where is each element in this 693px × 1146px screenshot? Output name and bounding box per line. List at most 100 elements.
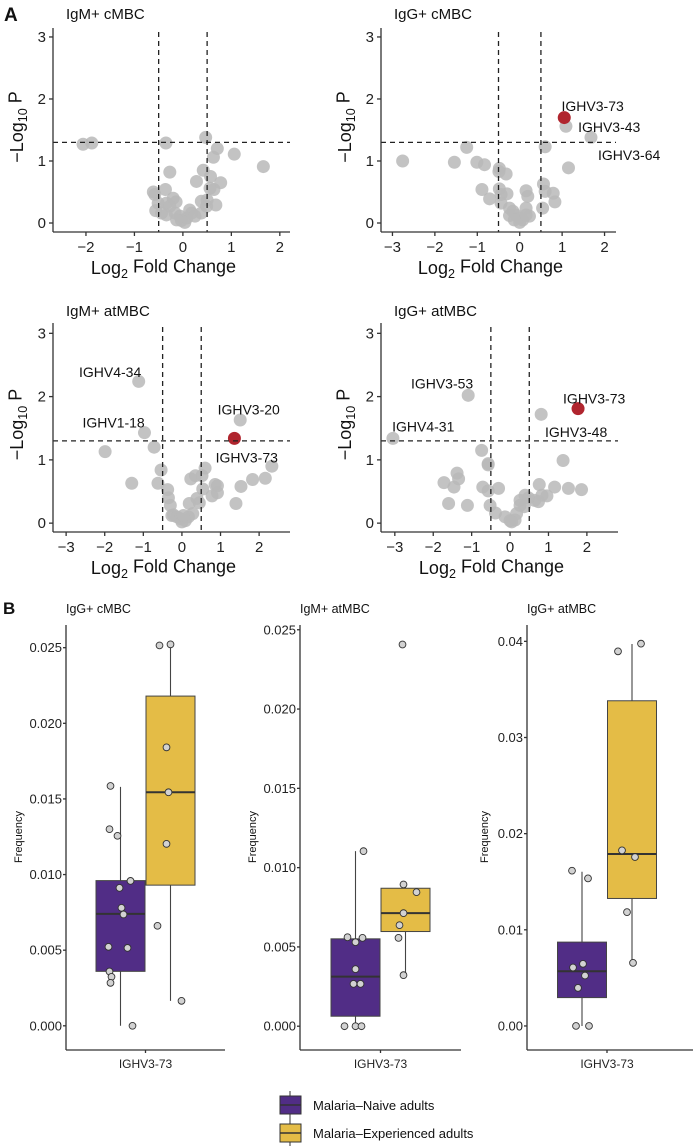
data-point [358,934,367,942]
box-plot: IgG+ atMBC 0.00 0.01 0.02 0.03 0.04 IGHV3-73 Fr… [479,602,693,1071]
y-axis-label: Frequency [479,811,491,863]
volcano-plot: IgG+ cMBC IGHV3-73 IGHV3-43 IGHV3-64 −3 −2 −1 0… [333,6,660,281]
x-tick-label: 2 [255,539,263,556]
volcano-plot: IgG+ atMBC IGHV3-53 IGHV4-31 IGHV3-73 IGHV3-… [333,303,625,581]
y-tick-label: 3 [366,325,374,342]
y-tick-label: 3 [366,29,374,46]
data-point [556,454,570,468]
data-point [176,509,190,523]
data-point [395,921,404,930]
gene-label: IGHV1-18 [82,415,144,431]
data-point [153,921,162,930]
x-tick-label: 1 [544,539,552,556]
gene-label: IGHV3-73 [563,390,625,406]
data-point [492,481,506,495]
y-axis-label-main: −Log [335,420,355,461]
data-point [227,147,241,161]
data-point [166,640,175,649]
y-axis-label-subscript: 10 [344,406,358,420]
x-tick-label: 0 [506,539,514,556]
data-point [398,640,407,649]
data-point [442,497,456,511]
data-point [162,840,171,848]
box-experienced [607,639,657,967]
x-axis-label-main: Log [418,258,448,278]
y-axis-label-main: −Log [335,122,355,163]
data-point [233,413,247,427]
data-point [117,903,126,912]
y-tick-label: 0.01 [498,922,523,937]
box-iqr [95,880,146,972]
x-tick-label: −3 [384,239,401,256]
data-point [519,208,533,222]
data-point [359,847,368,855]
x-axis-label: Log2 Fold Change [419,556,564,580]
data-point [399,909,408,917]
data-point [115,884,124,892]
data-point [98,445,112,459]
data-point [188,209,202,223]
y-axis-label: −Log10 P [333,91,357,163]
y-axis-label: Frequency [247,811,259,863]
y-tick-label: 2 [366,91,374,108]
x-axis-label: Log2 Fold Change [91,256,236,280]
data-point [340,1022,349,1031]
y-tick-label: 0.015 [263,781,296,796]
box-iqr [557,941,607,999]
x-tick-label: 1 [227,239,235,256]
data-point [151,476,165,490]
x-axis-label-subscript: 2 [449,567,456,581]
box-naive [95,782,146,1030]
plot-title: IgM+ atMBC [300,602,370,616]
box-naive [557,866,607,1030]
y-tick-label: 0.025 [263,622,296,637]
data-point [500,187,514,201]
x-axis-label-subscript: 2 [121,567,128,581]
y-tick-label: 3 [38,29,46,46]
data-point [128,1021,137,1030]
data-point [585,1022,593,1030]
plot-title: IgM+ cMBC [66,6,145,23]
data-point [206,150,220,164]
data-point [192,496,206,510]
x-tick-label: 0 [516,239,524,256]
y-tick-label: 0.03 [498,730,523,745]
data-point [258,471,272,485]
y-tick-label: 0.04 [498,634,523,649]
y-tick-label: 0.010 [29,867,62,882]
legend-label-naive: Malaria–Naive adults [313,1098,435,1113]
plot-title: IgG+ atMBC [527,602,596,616]
y-tick-label: 0.02 [498,826,523,841]
y-axis-label-main: −Log [7,122,27,163]
box-iqr [607,700,657,899]
gene-label: IGHV3-73 [562,98,624,114]
gene-label: IGHV3-64 [598,147,660,163]
data-point [481,484,495,498]
data-point [265,459,279,473]
y-tick-label: 0.000 [29,1018,62,1033]
data-point [447,480,461,494]
y-tick-label: 0 [366,215,374,232]
data-point [162,743,171,752]
y-axis-label-rest: P [333,91,353,108]
highlighted-point [571,402,585,416]
x-tick-label: −2 [425,539,442,556]
y-tick-label: 0.005 [263,939,296,954]
data-point [521,189,535,203]
x-axis-label-subscript: 2 [448,267,455,281]
data-point [538,140,552,154]
x-tick-label: −1 [135,539,152,556]
x-tick-label: 1 [558,239,566,256]
data-point [154,463,168,477]
data-point [399,971,408,979]
x-tick-label: IGHV3-73 [580,1057,634,1071]
x-axis-label-rest: Fold Change [128,556,236,576]
x-tick-label: 2 [600,239,608,256]
data-point [177,996,186,1005]
data-point [534,407,548,421]
panel-a-label: A [4,5,18,26]
data-point [548,195,562,209]
data-point [461,388,475,402]
y-tick-label: 1 [366,153,374,170]
